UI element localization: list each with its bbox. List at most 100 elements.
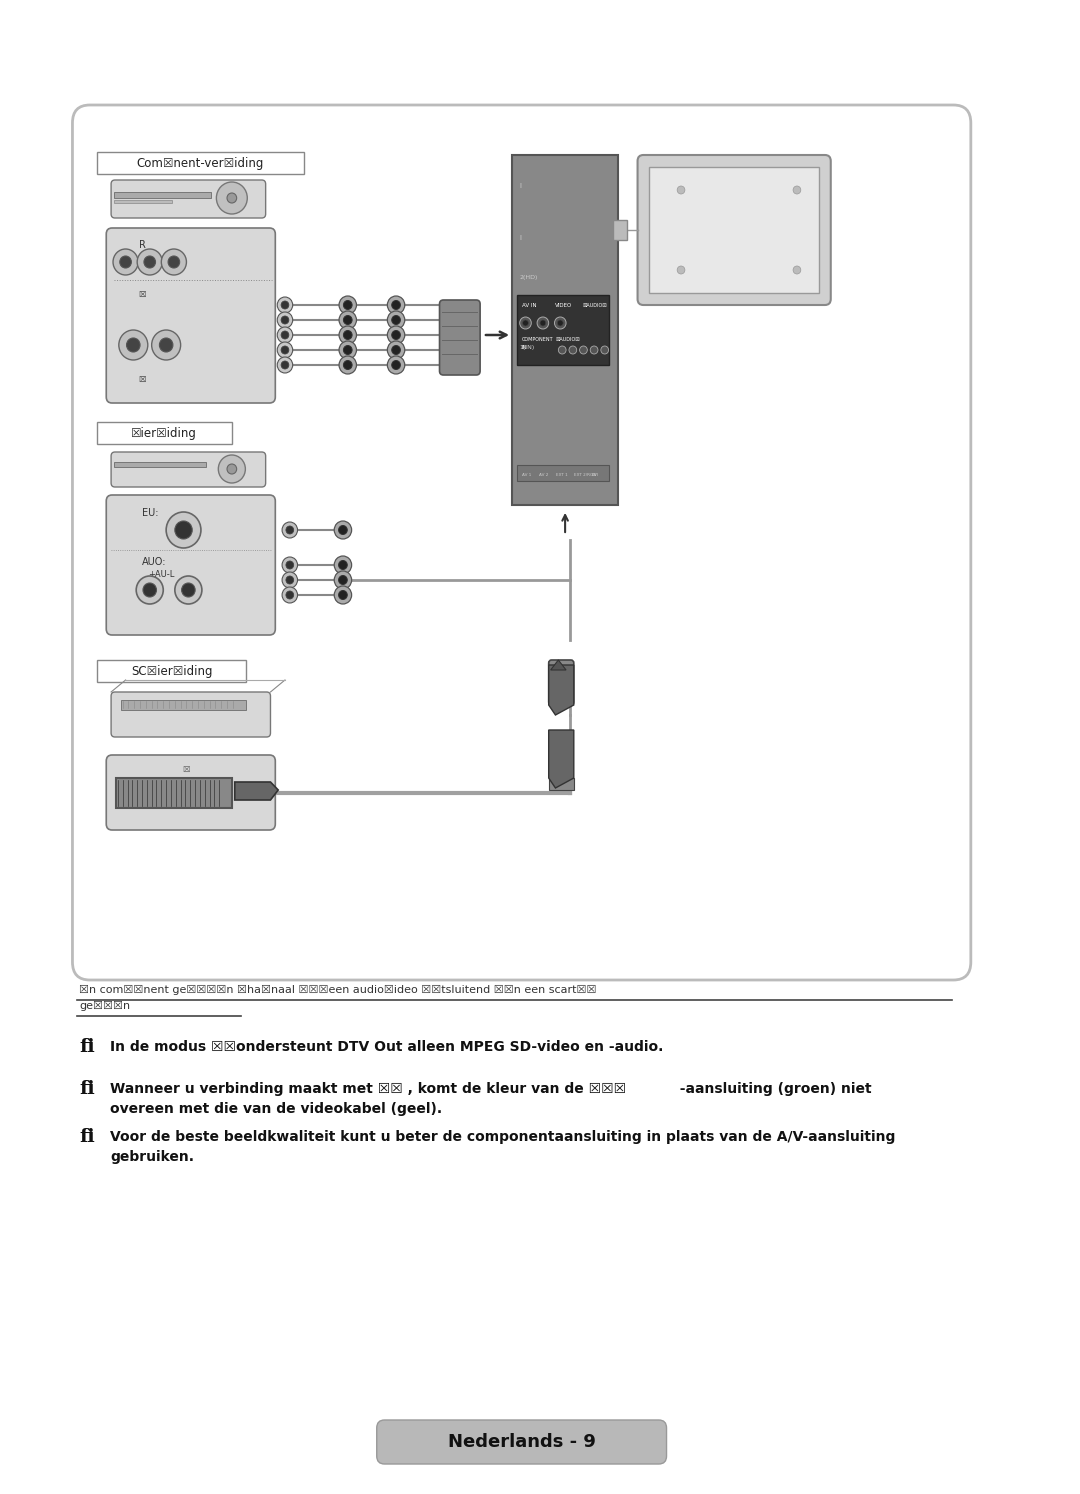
Circle shape [388,326,405,344]
Bar [116,778,232,808]
Text: AV 1: AV 1 [522,474,531,477]
FancyBboxPatch shape [106,754,275,831]
Circle shape [591,347,598,354]
Bar [121,701,246,710]
Circle shape [793,185,800,194]
Circle shape [143,583,157,598]
Circle shape [278,312,293,329]
Text: l: l [519,182,522,190]
Bar [96,421,232,444]
Circle shape [282,521,297,538]
Circle shape [580,347,588,354]
Circle shape [126,338,140,353]
Circle shape [388,356,405,374]
Circle shape [286,577,294,584]
Circle shape [278,297,293,314]
Circle shape [227,465,237,474]
Circle shape [339,311,356,329]
Circle shape [558,347,566,354]
Text: l: l [519,235,522,241]
Text: DVI: DVI [591,474,598,477]
Circle shape [334,571,352,589]
Text: AUO:: AUO: [141,557,166,568]
Text: SC☒ier☒iding: SC☒ier☒iding [131,665,213,677]
Circle shape [137,249,162,275]
Circle shape [218,456,245,483]
Polygon shape [549,731,573,787]
Text: overeen met die van de videokabel (geel).: overeen met die van de videokabel (geel)… [110,1103,442,1116]
Circle shape [392,360,401,369]
Circle shape [557,320,563,326]
Text: AV 2: AV 2 [539,474,549,477]
Circle shape [677,266,685,273]
Bar [649,167,819,293]
Bar [96,152,305,173]
Circle shape [281,347,288,354]
Circle shape [175,577,202,604]
Circle shape [343,330,352,339]
Bar [114,200,172,203]
Circle shape [278,357,293,374]
Bar [96,660,246,681]
Bar [517,294,608,365]
Circle shape [136,577,163,604]
Text: ☒AUDIO☒: ☒AUDIO☒ [555,338,580,342]
Circle shape [537,317,549,329]
Text: fi: fi [79,1038,95,1056]
Circle shape [278,327,293,344]
FancyBboxPatch shape [111,179,266,218]
Text: ☒: ☒ [138,290,146,299]
Circle shape [286,562,294,569]
Text: ge☒☒☒n: ge☒☒☒n [79,1001,131,1011]
Circle shape [343,315,352,324]
FancyBboxPatch shape [106,495,275,635]
Circle shape [278,342,293,359]
Circle shape [339,526,348,535]
Circle shape [120,255,132,267]
Circle shape [339,575,348,584]
Polygon shape [234,781,279,799]
Circle shape [160,338,173,353]
Text: COMPONENT: COMPONENT [522,338,553,342]
Text: ☒AUDIO☒: ☒AUDIO☒ [582,303,607,308]
Text: In de modus ☒☒ondersteunt DTV Out alleen MPEG SD-video en -audio.: In de modus ☒☒ondersteunt DTV Out alleen… [110,1040,663,1053]
FancyBboxPatch shape [440,300,481,375]
Circle shape [392,345,401,354]
Circle shape [343,360,352,369]
Text: EU:: EU: [141,508,159,518]
Circle shape [161,249,187,275]
Circle shape [554,317,566,329]
Circle shape [392,315,401,324]
FancyBboxPatch shape [111,453,266,487]
Circle shape [339,341,356,359]
Circle shape [523,320,528,326]
Text: 2(HD): 2(HD) [519,275,538,279]
Text: VIDEO: VIDEO [555,303,572,308]
Bar [512,155,618,505]
Text: ☒: ☒ [183,765,190,774]
Circle shape [339,326,356,344]
Circle shape [151,330,180,360]
Text: EXT 1: EXT 1 [556,474,568,477]
Circle shape [339,296,356,314]
Text: ☒n com☒☒nent ge☒☒☒☒n ☒ha☒naal ☒☒☒een audio☒ideo ☒☒tsluitend ☒☒n een scart☒☒: ☒n com☒☒nent ge☒☒☒☒n ☒ha☒naal ☒☒☒een aud… [79,985,597,995]
FancyBboxPatch shape [72,105,971,980]
Circle shape [181,583,195,598]
Text: +AU-L: +AU-L [148,571,174,580]
Circle shape [343,300,352,309]
Circle shape [113,249,138,275]
Text: AV IN: AV IN [522,303,537,308]
Bar [549,778,573,790]
Circle shape [286,592,294,599]
Circle shape [388,311,405,329]
Circle shape [281,317,288,324]
Bar [114,193,211,199]
Text: Voor de beste beeldkwaliteit kunt u beter de componentaansluiting in plaats van : Voor de beste beeldkwaliteit kunt u bete… [110,1129,895,1144]
FancyBboxPatch shape [377,1419,666,1464]
Circle shape [281,300,288,309]
Text: 1(IN): 1(IN) [519,345,535,350]
Circle shape [334,521,352,539]
Text: EXT 2/RGB: EXT 2/RGB [573,474,596,477]
Text: fi: fi [79,1128,95,1146]
Polygon shape [549,665,573,716]
